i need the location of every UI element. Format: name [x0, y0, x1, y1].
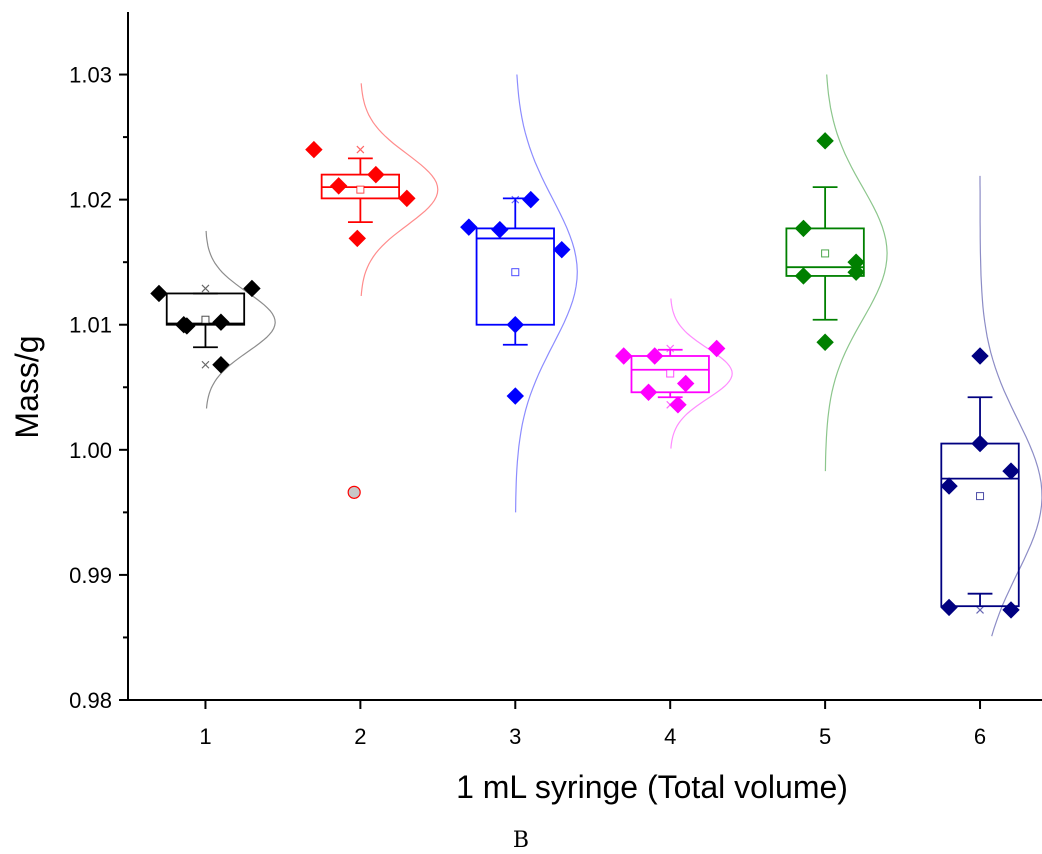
- data-point: [940, 477, 958, 495]
- mean-marker: [511, 268, 520, 277]
- data-point: [669, 396, 687, 414]
- extreme-marker: [201, 360, 210, 369]
- extreme-marker: [356, 145, 365, 154]
- box-group-2: [305, 83, 439, 499]
- data-point: [506, 316, 524, 334]
- x-tick-label: 3: [509, 724, 521, 749]
- data-point: [794, 219, 813, 238]
- extreme-marker: [976, 606, 984, 614]
- data-point: [212, 356, 230, 374]
- extreme-marker: [511, 195, 520, 204]
- distribution-curve: [670, 298, 733, 449]
- data-point: [816, 333, 834, 351]
- y-tick-label: 0.98: [69, 688, 112, 713]
- x-tick-label: 5: [819, 724, 831, 749]
- data-point: [971, 347, 989, 365]
- x-tick-label: 6: [974, 724, 986, 749]
- box-group-3: [460, 74, 578, 513]
- mean-marker: [201, 315, 210, 324]
- outlier-point: [347, 485, 361, 499]
- data-point: [847, 263, 865, 281]
- box-group-4: [615, 298, 733, 449]
- data-point: [178, 317, 196, 335]
- mean-marker: [821, 249, 830, 258]
- box: [475, 227, 555, 326]
- data-point: [522, 190, 540, 209]
- box: [785, 227, 865, 277]
- extreme-marker: [666, 344, 675, 353]
- x-tick-label: 4: [664, 724, 676, 749]
- box: [165, 292, 246, 326]
- distribution-curve: [360, 83, 439, 297]
- y-tick-label: 1.01: [69, 313, 112, 338]
- data-point: [398, 189, 416, 208]
- data-point: [971, 434, 989, 453]
- x-tick-label: 1: [199, 724, 211, 749]
- distribution-curve: [205, 230, 276, 409]
- panel-label: B: [512, 828, 530, 853]
- data-point: [367, 165, 385, 184]
- data-point: [676, 374, 695, 393]
- x-axis-title: 1 mL syringe (Total volume): [456, 769, 848, 805]
- y-tick-label: 1.02: [69, 188, 112, 213]
- data-point: [816, 132, 834, 150]
- distribution-curve: [824, 74, 888, 472]
- data-point: [491, 220, 509, 239]
- data-point: [646, 347, 664, 365]
- data-point: [1002, 601, 1020, 619]
- y-tick-label: 1.00: [69, 438, 112, 463]
- distribution-curve: [979, 175, 1042, 637]
- extreme-marker: [201, 284, 210, 293]
- mean-marker: [356, 185, 365, 194]
- box-group-6: [940, 175, 1042, 637]
- data-point: [460, 218, 478, 236]
- data-point: [707, 339, 726, 358]
- y-tick-label: 1.03: [69, 63, 112, 88]
- box-group-1: [150, 230, 276, 409]
- data-point: [553, 240, 571, 259]
- box: [630, 355, 710, 394]
- data-point: [329, 177, 348, 195]
- mean-marker: [976, 492, 985, 501]
- data-point: [305, 140, 323, 159]
- axes: 0.98 0.99 1.00 1.01 1.02 1.03 1 2 3 4 5 6: [69, 12, 1042, 749]
- data-point: [150, 284, 168, 303]
- data-point: [940, 598, 958, 617]
- y-axis-title: Mass/g: [9, 335, 45, 438]
- box-group-5: [785, 74, 888, 472]
- data-point: [212, 313, 230, 331]
- data-point: [506, 387, 524, 405]
- data-point: [243, 279, 261, 298]
- distribution-curve: [515, 74, 578, 513]
- y-tick-label: 0.99: [69, 563, 112, 588]
- mean-marker: [666, 369, 675, 378]
- data-point: [615, 347, 633, 365]
- data-point: [639, 383, 658, 401]
- data-point: [794, 267, 813, 285]
- x-tick-label: 2: [354, 724, 366, 749]
- data-point: [348, 229, 366, 248]
- data-point: [1002, 462, 1020, 480]
